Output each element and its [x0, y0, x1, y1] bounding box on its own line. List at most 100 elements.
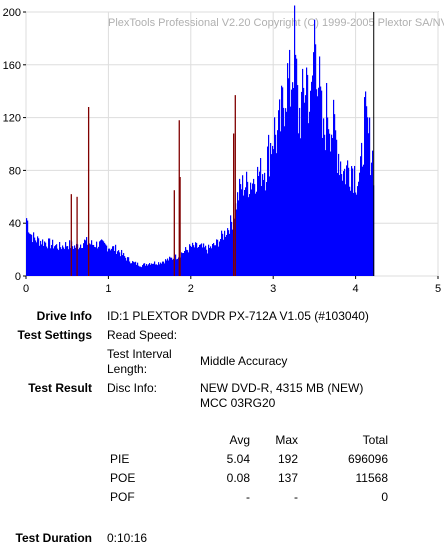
pie-bar [62, 245, 64, 276]
pie-bar [132, 261, 134, 276]
pie-bar [188, 252, 190, 276]
pie-bar [218, 246, 220, 276]
pie-bar [221, 230, 223, 276]
pie-bar [63, 247, 65, 276]
y-tick-label: 200 [3, 7, 21, 19]
pie-bar [58, 250, 60, 276]
pie-bar [142, 265, 144, 276]
pie-bar [140, 266, 142, 276]
pie-bar [352, 168, 354, 276]
pie-bar [86, 237, 88, 276]
pie-bar [242, 175, 244, 276]
pie-bar [240, 184, 242, 276]
pie-bar [201, 243, 203, 276]
pie-bar [284, 126, 286, 276]
pie-bar [339, 175, 341, 276]
pie-bar [347, 160, 349, 276]
pie-bar [108, 248, 110, 276]
pie-bar [98, 246, 100, 276]
pie-bar [295, 54, 297, 277]
pie-bar [318, 87, 320, 276]
pie-bar [97, 248, 99, 276]
pie-bar [346, 165, 348, 276]
pie-bar [349, 186, 351, 276]
pie-bar [171, 257, 173, 276]
pie-bar [280, 131, 282, 276]
pie-bar [37, 236, 39, 276]
pie-bar [311, 81, 313, 276]
pie-bar [128, 257, 130, 276]
pie-bar [214, 245, 216, 276]
pie-bar [314, 19, 316, 277]
pie-bar [34, 237, 36, 276]
pie-bar [166, 260, 168, 276]
pie-bar [326, 82, 328, 276]
pie-bar [336, 139, 338, 276]
pie-bar [150, 264, 152, 276]
pie-bar [261, 186, 263, 276]
pie-bar [141, 267, 143, 276]
pie-bar [241, 189, 243, 276]
pie-bar [148, 264, 150, 276]
pie-bar [330, 151, 332, 276]
pie-bar [129, 261, 131, 276]
pie-bar [110, 250, 112, 276]
pie-bar [39, 245, 41, 276]
pie-bar [134, 262, 136, 276]
pie-bar [302, 68, 304, 276]
pie-bar [158, 262, 160, 276]
pie-bar [94, 246, 96, 276]
pie-bar [80, 244, 82, 276]
pie-bar [305, 95, 307, 276]
pie-bar [249, 194, 251, 276]
pie-bar [366, 106, 368, 276]
pie-bar [55, 245, 57, 276]
pie-bar [84, 239, 86, 276]
pie-bar [230, 215, 232, 276]
pie-bar [301, 91, 303, 276]
pie-bar [292, 82, 294, 277]
pie-bar [164, 263, 166, 276]
pie-bar [319, 56, 321, 276]
pie-bar [163, 261, 165, 276]
pie-bar [185, 247, 187, 276]
pie-bar [167, 258, 169, 276]
pie-bar [232, 229, 234, 276]
pie-bar [36, 242, 38, 276]
pie-bar [33, 232, 35, 276]
pie-bar [199, 244, 201, 276]
pie-bar [139, 266, 141, 276]
pie-bar [91, 240, 93, 276]
pie-bar [50, 248, 52, 276]
pie-bar [337, 172, 339, 276]
results-row-poe-total: 11568 [355, 471, 388, 485]
pie-bar [89, 243, 91, 276]
pie-bar [283, 107, 285, 276]
pie-bar [262, 174, 264, 276]
pie-bar [266, 182, 268, 276]
pie-bar [103, 241, 105, 276]
pie-bar [256, 191, 258, 276]
pie-bar [213, 242, 215, 276]
pie-bar [344, 168, 346, 276]
pie-bar [271, 154, 273, 276]
pie-bar [203, 243, 205, 276]
pie-bar [268, 134, 270, 276]
pie-bar [217, 239, 219, 276]
pie-bar [206, 249, 208, 276]
pie-bar [194, 247, 196, 276]
pie-bar [32, 242, 34, 276]
pie-bar [137, 262, 139, 276]
results-row-pof-max: - [294, 490, 298, 504]
pie-bar [204, 247, 206, 276]
pie-bar [102, 240, 104, 276]
pie-bar [52, 239, 54, 276]
pie-bar [275, 134, 277, 276]
pie-bar [251, 189, 253, 276]
pie-bar [176, 259, 178, 276]
pie-bar [145, 265, 147, 276]
pie-bar [237, 192, 239, 276]
pie-bar [360, 156, 362, 276]
pie-bar [79, 247, 81, 276]
y-tick-label: 0 [15, 271, 21, 283]
